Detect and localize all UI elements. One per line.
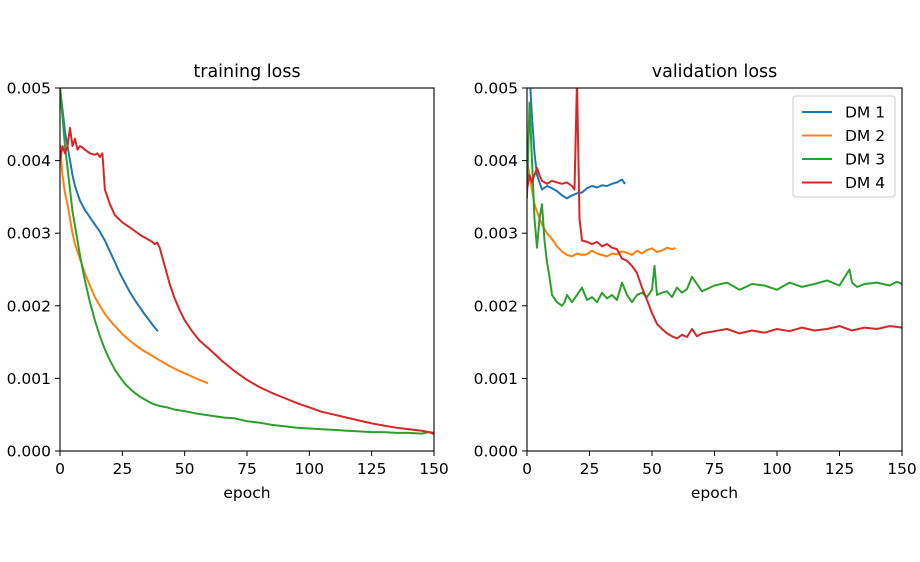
validation-loss-chart: validation loss epoch 0 25 50 75 100 125… (474, 62, 917, 502)
x-tick-labels: 0 25 50 75 100 125 150 (522, 460, 917, 478)
x-tick-label: 25 (580, 460, 600, 478)
y-tick-label: 0.000 (7, 443, 51, 461)
y-tick-label: 0.001 (7, 370, 51, 388)
x-tick-label: 50 (175, 460, 195, 478)
x-tick-label: 0 (55, 460, 65, 478)
x-tick-label: 100 (295, 460, 325, 478)
training-loss-chart: training loss epoch 0 25 50 75 100 125 1… (7, 62, 449, 502)
y-tick-labels: 0.000 0.001 0.002 0.003 0.004 0.005 (7, 80, 51, 461)
series-group (527, 88, 902, 340)
series-group (60, 88, 434, 436)
legend-label: DM 2 (845, 127, 885, 145)
x-tick-label: 25 (112, 460, 132, 478)
y-tick-label: 0.004 (7, 152, 51, 170)
legend-box (792, 95, 896, 198)
x-tick-label: 0 (522, 460, 532, 478)
series-line-1 (60, 88, 159, 332)
legend-label: DM 1 (845, 104, 885, 122)
x-axis-label: epoch (223, 484, 270, 502)
series-line-4 (527, 88, 902, 340)
legend-label: DM 3 (845, 151, 885, 169)
y-tick-label: 0.001 (474, 370, 518, 388)
legend-label: DM 4 (845, 174, 885, 192)
y-tick-label: 0.000 (474, 443, 518, 461)
x-tick-label: 125 (357, 460, 387, 478)
x-tick-labels: 0 25 50 75 100 125 150 (55, 460, 449, 478)
series-line-3 (60, 88, 434, 436)
series-line-4 (60, 126, 434, 434)
y-tick-label: 0.005 (7, 80, 51, 98)
x-tick-label: 75 (705, 460, 725, 478)
y-tick-label: 0.002 (474, 297, 518, 315)
legend: DM 1 DM 2 DM 3 DM 4 (792, 95, 896, 198)
y-tick-labels: 0.000 0.001 0.002 0.003 0.004 0.005 (474, 80, 518, 461)
y-tick-label: 0.004 (474, 152, 518, 170)
chart-title: training loss (193, 62, 300, 82)
y-tick-label: 0.002 (7, 297, 51, 315)
y-tick-label: 0.003 (474, 225, 518, 243)
y-tick-label: 0.003 (7, 225, 51, 243)
chart-title: validation loss (652, 62, 778, 82)
x-tick-label: 150 (887, 460, 917, 478)
x-tick-label: 50 (642, 460, 662, 478)
y-tick-label: 0.005 (474, 80, 518, 98)
x-tick-label: 75 (237, 460, 257, 478)
series-line-2 (60, 145, 209, 385)
x-axis-label: epoch (691, 484, 738, 502)
series-line-3 (527, 101, 902, 307)
x-tick-label: 150 (419, 460, 449, 478)
series-line-2 (527, 159, 676, 258)
x-tick-label: 125 (825, 460, 855, 478)
axes-frame (59, 87, 435, 452)
x-tick-label: 100 (762, 460, 792, 478)
